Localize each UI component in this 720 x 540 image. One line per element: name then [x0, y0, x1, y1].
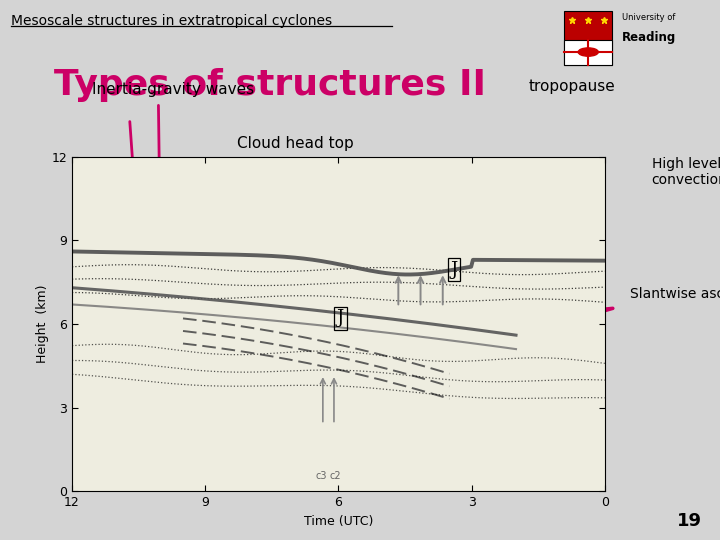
Text: Reading: Reading [622, 31, 676, 44]
Text: Layers of max
vertical wind
shear: Layers of max vertical wind shear [97, 294, 196, 341]
Text: Mesoscale structures in extratropical cyclones: Mesoscale structures in extratropical cy… [11, 14, 332, 28]
Bar [564, 11, 612, 64]
Text: c3: c3 [316, 471, 328, 481]
Text: Types of structures II: Types of structures II [54, 68, 486, 102]
Text: Inertia-gravity waves: Inertia-gravity waves [91, 82, 254, 97]
Text: J: J [337, 309, 344, 327]
Text: 19: 19 [677, 512, 702, 530]
Text: c2: c2 [329, 471, 341, 481]
Text: tropopause: tropopause [529, 79, 616, 94]
Bar [564, 39, 612, 64]
Text: High level
convection: High level convection [652, 157, 720, 187]
Y-axis label: Height  (km): Height (km) [35, 285, 49, 363]
Text: Cloud head top: Cloud head top [237, 136, 354, 151]
X-axis label: Time (UTC): Time (UTC) [304, 515, 373, 528]
Circle shape [578, 48, 598, 56]
Text: J: J [450, 261, 457, 279]
Text: Slantwise ascent: Slantwise ascent [630, 287, 720, 301]
Text: University of: University of [622, 13, 675, 22]
Text: Upright convection: Upright convection [449, 370, 581, 384]
